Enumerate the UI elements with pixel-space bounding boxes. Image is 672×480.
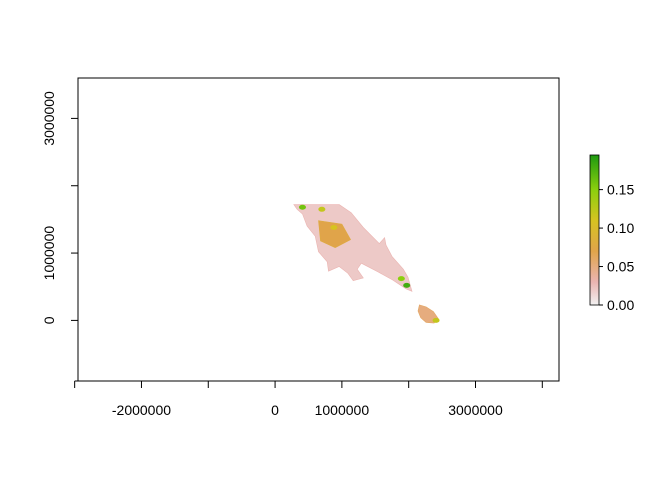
legend-tick-label: 0.00: [607, 297, 634, 313]
raster-highlight-4: [403, 282, 411, 288]
raster-layer: [293, 204, 440, 324]
raster-highlight-2: [330, 224, 338, 230]
legend-tick-label: 0.10: [607, 220, 634, 236]
y-tick-label: 1000000: [41, 226, 57, 281]
x-tick-label: 3000000: [448, 402, 503, 418]
x-tick-label: -2000000: [112, 402, 171, 418]
x-tick-label: 1000000: [315, 402, 370, 418]
raster-region-lower-tip: [417, 304, 439, 324]
legend-color-bar: [589, 154, 600, 306]
raster-highlight-3: [397, 276, 405, 282]
raster-highlight-1: [318, 206, 326, 212]
legend-tick-label: 0.05: [607, 259, 634, 275]
x-axis: -2000000 0 1000000 3000000: [74, 380, 543, 418]
legend-tick-label: 0.15: [607, 182, 634, 198]
raster-highlight-0: [298, 204, 306, 210]
y-axis: 0 1000000 3000000: [41, 91, 79, 324]
y-tick-label: 3000000: [41, 91, 57, 146]
raster-region-main-landmass: [293, 204, 413, 292]
x-tick-label: 0: [271, 402, 279, 418]
color-legend: 0.00 0.05 0.10 0.15: [589, 154, 634, 313]
y-tick-label: 0: [41, 316, 57, 324]
raster-region-central-patch: [318, 220, 352, 249]
raster-highlight-5: [432, 317, 440, 323]
